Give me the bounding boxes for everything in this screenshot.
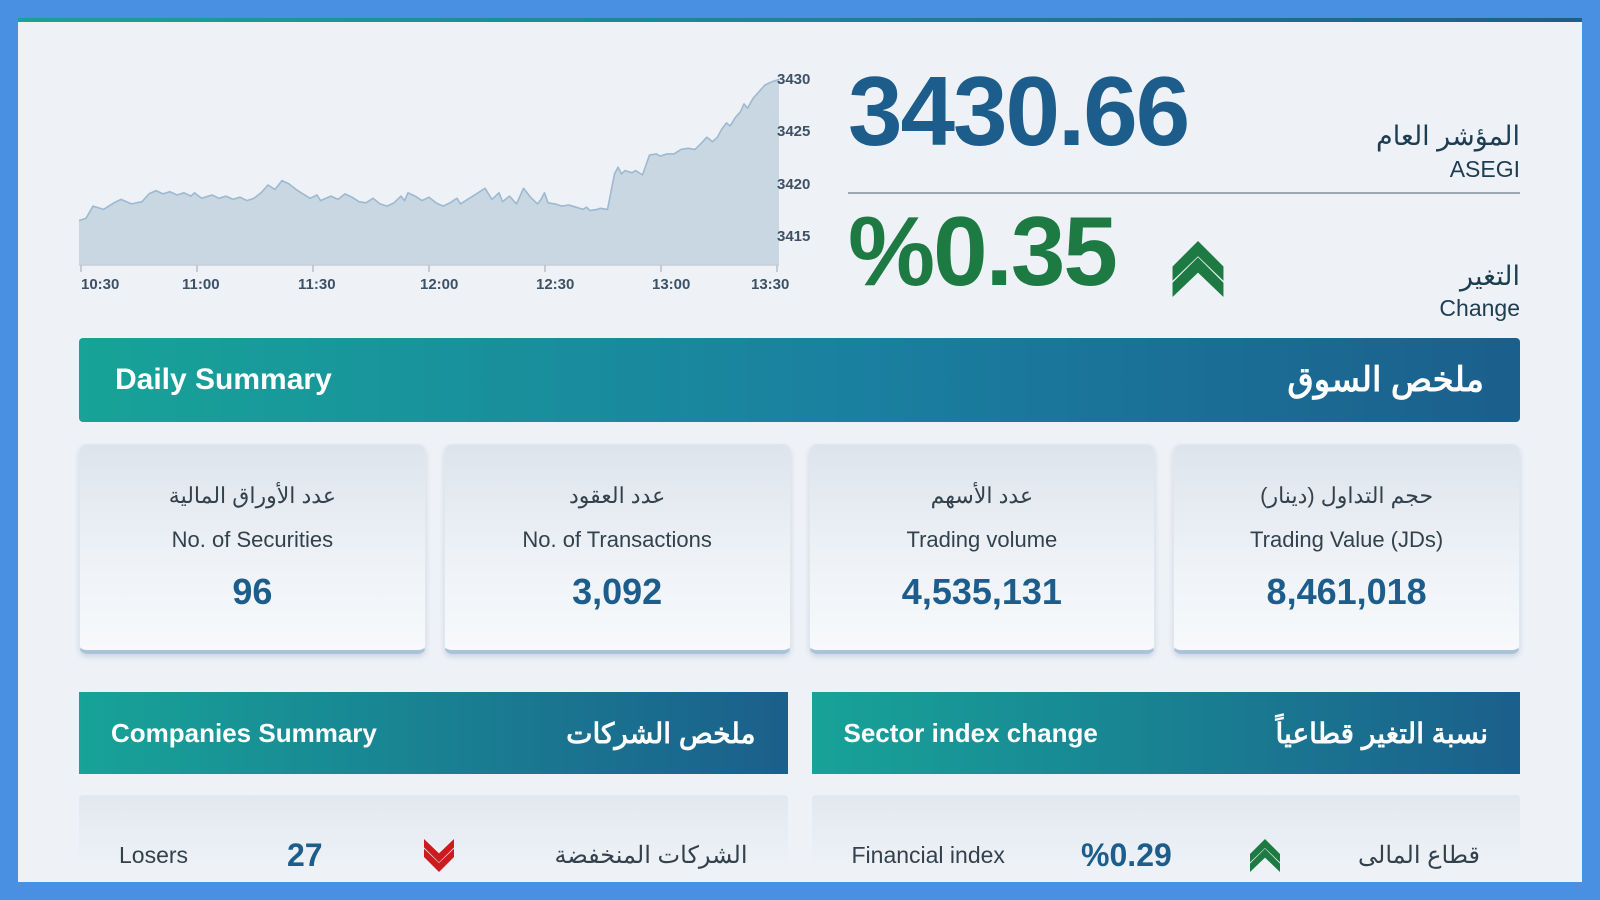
svg-text:10:30: 10:30 xyxy=(81,276,119,293)
svg-text:12:00: 12:00 xyxy=(420,276,458,293)
svg-text:13:00: 13:00 xyxy=(652,276,690,293)
svg-text:3420: 3420 xyxy=(777,176,810,193)
svg-text:13:30: 13:30 xyxy=(751,276,789,293)
svg-text:11:30: 11:30 xyxy=(298,276,336,293)
svg-text:3425: 3425 xyxy=(777,123,810,140)
svg-text:3415: 3415 xyxy=(777,228,810,245)
svg-text:11:00: 11:00 xyxy=(182,276,220,293)
svg-text:3430: 3430 xyxy=(777,71,810,88)
svg-text:12:30: 12:30 xyxy=(536,276,574,293)
